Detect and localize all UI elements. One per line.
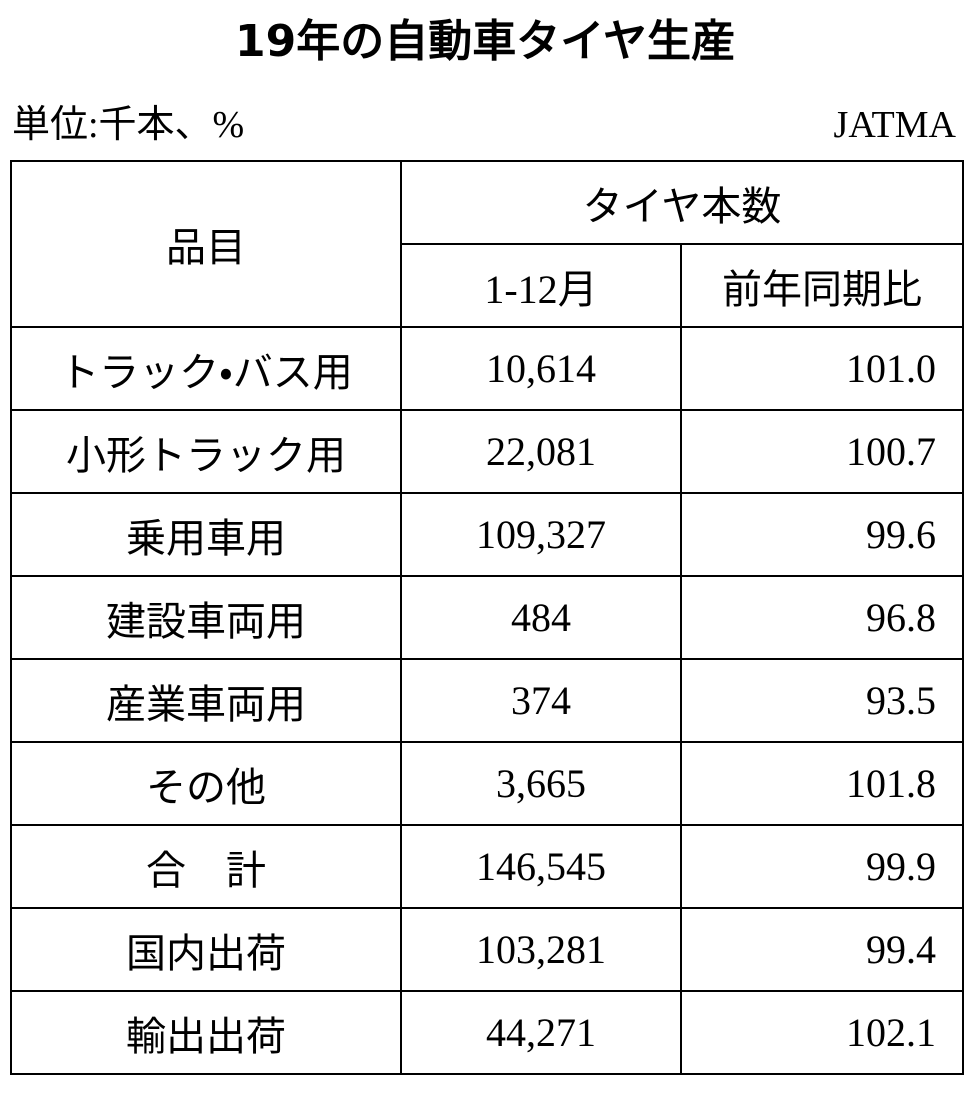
unit-note: 単位:千本、% bbox=[12, 104, 245, 146]
ratio-cell: 101.0 bbox=[680, 326, 964, 411]
ratio-cell: 101.8 bbox=[680, 741, 964, 826]
header-cell: タイヤ本数 bbox=[400, 160, 964, 245]
item-cell: 乗用車用 bbox=[10, 492, 402, 577]
header-row: 1-12月 前年同期比 bbox=[11, 243, 964, 328]
count-cell: 10,614 bbox=[400, 326, 682, 411]
header-cell: 品目 bbox=[10, 160, 402, 328]
table-row: 国内出荷 103,281 99.4 bbox=[10, 907, 964, 992]
ratio-cell: 102.1 bbox=[680, 990, 964, 1075]
table-row: 建設車両用 484 96.8 bbox=[10, 575, 964, 660]
count-cell: 22,081 bbox=[400, 409, 682, 494]
data-table: 品目 タイヤ本数 1-12月 前年同期比 トラック・バス用 10,614 101.0… bbox=[10, 160, 964, 1075]
ratio-cell: 93.5 bbox=[680, 658, 964, 743]
table-row: 乗用車用 109,327 99.6 bbox=[10, 492, 964, 577]
ratio-cell: 99.6 bbox=[680, 492, 964, 577]
item-cell: 建設車両用 bbox=[10, 575, 402, 660]
count-cell: 44,271 bbox=[400, 990, 682, 1075]
table-row: その他 3,665 101.8 bbox=[10, 741, 964, 826]
title: 19年の自動車タイヤ生産 bbox=[235, 16, 735, 67]
ratio-cell: 99.4 bbox=[680, 907, 964, 992]
item-cell: その他 bbox=[10, 741, 402, 826]
ratio-cell: 100.7 bbox=[680, 409, 964, 494]
item-cell: 合 計 bbox=[10, 824, 402, 909]
count-cell: 109,327 bbox=[400, 492, 682, 577]
item-cell: 国内出荷 bbox=[10, 907, 402, 992]
count-cell: 103,281 bbox=[400, 907, 682, 992]
item-cell: 輸出出荷 bbox=[10, 990, 402, 1075]
count-cell: 3,665 bbox=[400, 741, 682, 826]
item-cell: 産業車両用 bbox=[10, 658, 402, 743]
table-row: 合 計 146,545 99.9 bbox=[10, 824, 964, 909]
source: JATMA bbox=[833, 104, 956, 146]
count-cell: 374 bbox=[400, 658, 682, 743]
item-cell: トラック・バス用 bbox=[10, 326, 402, 411]
header-cell: 前年同期比 bbox=[680, 243, 964, 328]
item-cell: 小形トラック用 bbox=[10, 409, 402, 494]
table-row: 輸出出荷 44,271 102.1 bbox=[10, 990, 964, 1075]
ratio-cell: 96.8 bbox=[680, 575, 964, 660]
count-cell: 146,545 bbox=[400, 824, 682, 909]
header-cell: 1-12月 bbox=[400, 243, 682, 328]
header-row: 品目 タイヤ本数 bbox=[10, 160, 964, 328]
table-row: 小形トラック用 22,081 100.7 bbox=[10, 409, 964, 494]
count-cell: 484 bbox=[400, 575, 682, 660]
table-row: 産業車両用 374 93.5 bbox=[10, 658, 964, 743]
table-row: トラック・バス用 10,614 101.0 bbox=[10, 326, 964, 411]
ratio-cell: 99.9 bbox=[680, 824, 964, 909]
